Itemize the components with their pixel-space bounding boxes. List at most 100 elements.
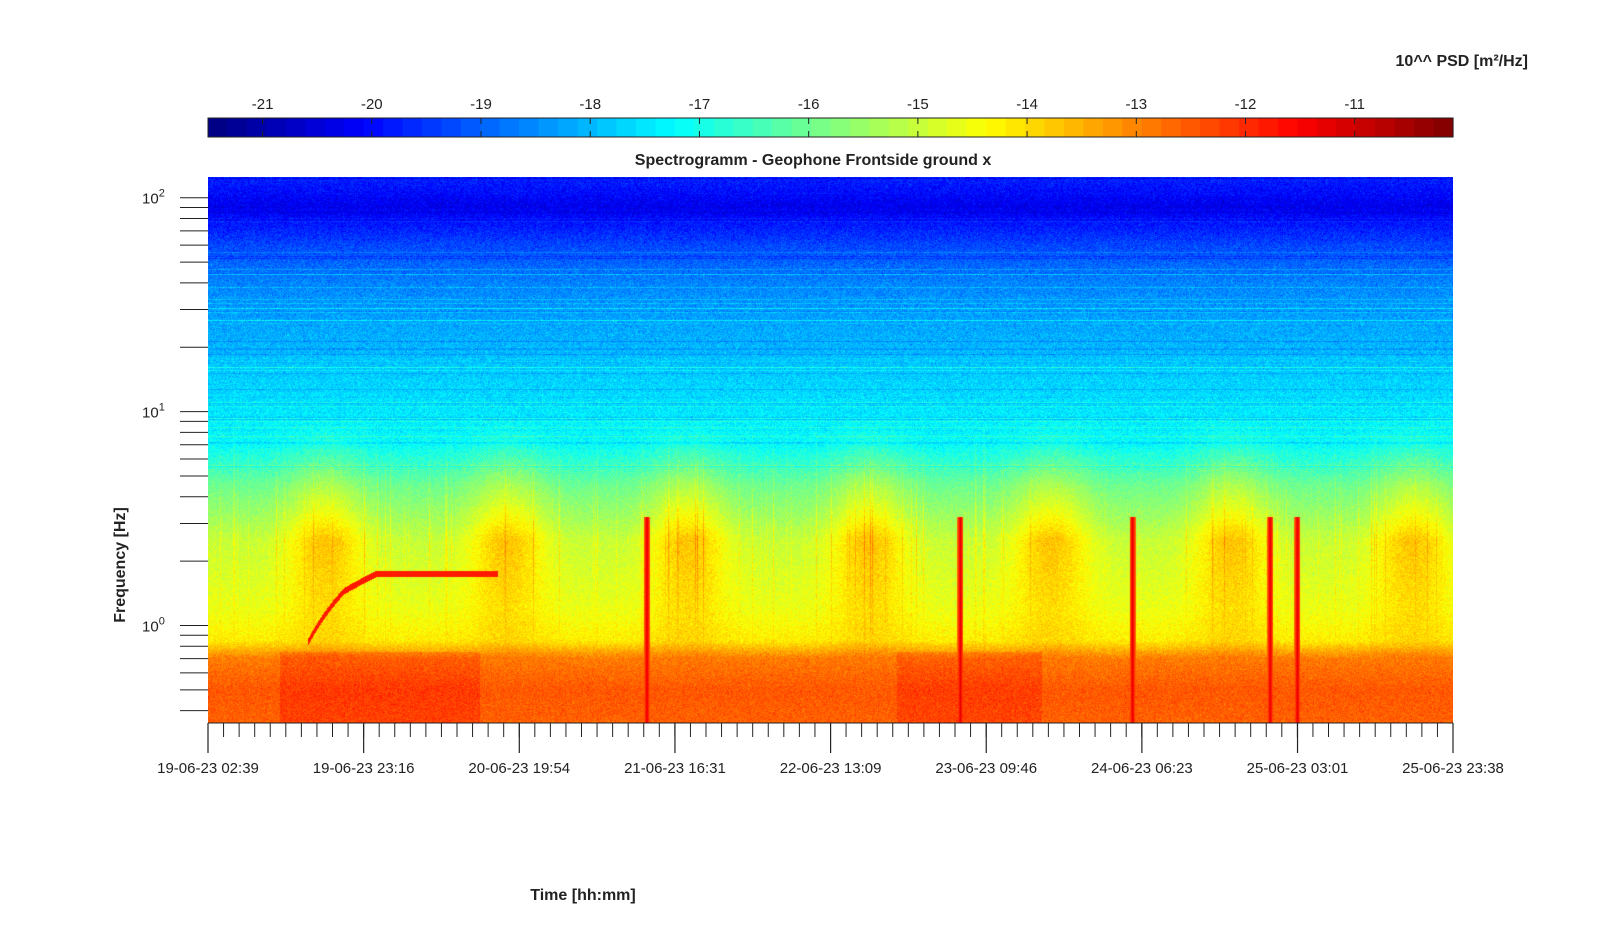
colorbar-block xyxy=(246,118,267,137)
colorbar-block xyxy=(227,118,248,137)
colorbar-tick-labels: -21 -20 -19 -18 -17 -16 -15 -14 -13 -12 -11 xyxy=(252,96,1365,113)
colorbar-block xyxy=(830,118,851,137)
colorbar-block xyxy=(519,118,540,137)
colorbar-block xyxy=(597,118,618,137)
colorbar-block xyxy=(811,118,832,137)
colorbar-block xyxy=(616,118,637,137)
colorbar-block xyxy=(1044,118,1065,137)
colorbar-frame xyxy=(207,117,1454,138)
colorbar-block xyxy=(1316,118,1337,137)
colorbar-block xyxy=(927,118,948,137)
colorbar-block xyxy=(1063,118,1084,137)
colorbar-block xyxy=(908,118,929,137)
colorbar-tick-label: -19 xyxy=(470,96,492,113)
colorbar-label: 10^^ PSD [m²/Hz] xyxy=(1396,53,1528,70)
colorbar-block xyxy=(538,118,559,137)
y-tick-label: 100 xyxy=(142,615,165,635)
colorbar-block xyxy=(1122,118,1143,137)
colorbar-tick-label: -20 xyxy=(361,96,383,113)
x-tick-label: 25-06-23 03:01 xyxy=(1247,760,1349,777)
colorbar-block xyxy=(577,118,598,137)
colorbar-tick-label: -18 xyxy=(579,96,601,113)
colorbar-block xyxy=(986,118,1007,137)
colorbar-block xyxy=(733,118,754,137)
colorbar-tick-label: -16 xyxy=(798,96,820,113)
colorbar-block xyxy=(266,118,287,137)
colorbar-block xyxy=(460,118,481,137)
colorbar-block xyxy=(966,118,987,137)
x-tick-label: 25-06-23 23:38 xyxy=(1402,760,1504,777)
colorbar-block xyxy=(363,118,384,137)
colorbar-block xyxy=(480,118,501,137)
colorbar-block xyxy=(1219,118,1240,137)
colorbar-block xyxy=(1141,118,1162,137)
colorbar-block xyxy=(1258,118,1279,137)
colorbar-tick-label: -11 xyxy=(1344,96,1365,113)
colorbar-block xyxy=(772,118,793,137)
colorbar-block xyxy=(1083,118,1104,137)
x-axis: 19-06-23 02:39 19-06-23 23:16 20-06-23 19:… xyxy=(157,722,1504,777)
colorbar-block xyxy=(1025,118,1046,137)
x-tick-label: 24-06-23 06:23 xyxy=(1091,760,1193,777)
x-tick-label: 23-06-23 09:46 xyxy=(935,760,1037,777)
y-tick-label: 102 xyxy=(142,188,165,208)
colorbar-tick-label: -14 xyxy=(1016,96,1038,113)
x-axis-label: Time [hh:mm] xyxy=(530,887,635,904)
colorbar-block xyxy=(1161,118,1182,137)
colorbar-block xyxy=(421,118,443,137)
colorbar-block xyxy=(1375,118,1396,137)
colorbar-block xyxy=(1005,118,1026,137)
colorbar-tick-label: -21 xyxy=(252,96,274,113)
colorbar-tick-label: -13 xyxy=(1125,96,1147,113)
x-tick-label: 19-06-23 02:39 xyxy=(157,760,259,777)
colorbar-tick-label: -15 xyxy=(907,96,929,113)
colorbar-block xyxy=(285,118,306,137)
colorbar-block xyxy=(655,118,676,137)
colorbar-block xyxy=(849,118,871,137)
spectrogram-heatmap xyxy=(208,177,1453,723)
x-tick-label: 22-06-23 13:09 xyxy=(780,760,882,777)
colorbar xyxy=(207,117,1454,138)
x-tick-label: 19-06-23 23:16 xyxy=(313,760,415,777)
colorbar-block xyxy=(1277,118,1298,137)
colorbar-block xyxy=(558,118,579,137)
y-axis-label: Frequency [Hz] xyxy=(112,507,129,623)
colorbar-block xyxy=(441,118,462,137)
colorbar-block xyxy=(752,118,773,137)
colorbar-tick-label: -12 xyxy=(1235,96,1257,113)
colorbar-ticks xyxy=(262,118,1356,137)
colorbar-block xyxy=(1200,118,1221,137)
colorbar-block xyxy=(383,118,404,137)
colorbar-block xyxy=(1433,118,1454,137)
x-tick-label: 20-06-23 19:54 xyxy=(468,760,570,777)
colorbar-block xyxy=(947,118,968,137)
colorbar-block xyxy=(402,118,423,137)
colorbar-block xyxy=(324,118,345,137)
colorbar-block xyxy=(1414,118,1435,137)
colorbar-block xyxy=(888,118,909,137)
colorbar-block xyxy=(305,118,326,137)
colorbar-block xyxy=(208,118,229,137)
colorbar-block xyxy=(1355,118,1376,137)
colorbar-block xyxy=(344,118,365,137)
colorbar-block xyxy=(1394,118,1415,137)
colorbar-block xyxy=(674,118,695,137)
colorbar-block xyxy=(499,118,520,137)
y-tick-label: 101 xyxy=(142,402,165,422)
colorbar-block xyxy=(791,118,812,137)
colorbar-block xyxy=(1180,118,1201,137)
x-tick-label: 21-06-23 16:31 xyxy=(624,760,726,777)
y-axis: 100 101 102 xyxy=(142,188,208,712)
colorbar-block xyxy=(635,118,657,137)
colorbar-block xyxy=(1102,118,1123,137)
colorbar-block xyxy=(1239,118,1260,137)
colorbar-block xyxy=(1297,118,1318,137)
colorbar-block xyxy=(869,118,890,137)
spectrogram-plot-area xyxy=(208,177,1453,723)
colorbar-block xyxy=(1336,118,1357,137)
chart-title: Spectrogramm - Geophone Frontside ground… xyxy=(635,152,992,169)
colorbar-block xyxy=(713,118,734,137)
colorbar-block xyxy=(694,118,715,137)
colorbar-tick-label: -17 xyxy=(689,96,711,113)
